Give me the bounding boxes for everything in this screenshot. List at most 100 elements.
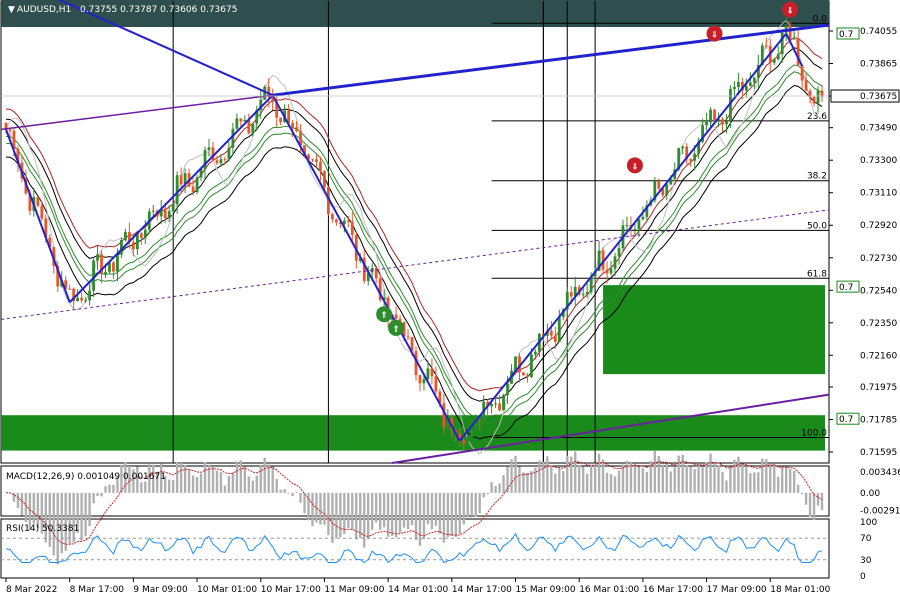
candle-body (207, 147, 211, 151)
rsi-line (5, 532, 823, 564)
candle-body (346, 220, 350, 222)
candle-body (744, 86, 748, 91)
price-tick-label: 0.71785 (860, 415, 897, 425)
candle-body (804, 80, 808, 91)
fractal-arrow-glyph: ⇓ (786, 7, 794, 17)
candle-body (545, 330, 549, 336)
candle-body (239, 118, 243, 122)
fib-level-label: 61.8 (807, 269, 827, 279)
top-resistance-band (1, 0, 829, 28)
candle-body (601, 250, 605, 270)
candle-body (398, 318, 402, 322)
candle-body (713, 109, 716, 120)
candle-body (733, 87, 736, 90)
candle-body (255, 109, 259, 124)
candle-body (36, 197, 40, 206)
current-price-box (830, 89, 900, 103)
candle-body (609, 268, 613, 274)
candle-body (776, 54, 780, 60)
candle-body (458, 433, 462, 441)
candle-body (112, 262, 115, 272)
time-tick-label: 8 Mar 17:00 (70, 585, 125, 595)
fractal-arrow-glyph: ⇑ (380, 311, 388, 321)
candle-body (661, 188, 665, 196)
candle-body (729, 89, 732, 122)
fibonacci-layer: 0.0 23.6 38.2 50.0 61.8 100.0 (491, 14, 829, 438)
candle-body (772, 59, 776, 63)
candle-body (625, 225, 629, 227)
macd-layer: 0.003436 0.00 -0.002919 (5, 450, 900, 565)
candle-body (593, 270, 597, 277)
fractal-down-arrow (626, 157, 643, 174)
candle-body (243, 119, 247, 122)
macd-signal-line (5, 460, 823, 545)
price-tick-label: 0.73865 (860, 60, 897, 70)
price-tick-label: 0.72920 (860, 221, 897, 231)
candle-body (191, 186, 195, 193)
rsi-tick-label: 30 (860, 556, 872, 566)
ema-green-2 (5, 71, 823, 426)
candle-body (788, 25, 792, 39)
candle-body (530, 354, 533, 377)
candle-body (617, 248, 621, 257)
candle-body (287, 110, 291, 124)
candle-body (28, 193, 32, 211)
candle-body (613, 256, 617, 269)
fib-level-label: 0.0 (813, 14, 828, 24)
candle-body (410, 337, 414, 352)
symbol-arrow[interactable]: ▼ (8, 5, 15, 15)
candle-body (514, 356, 517, 371)
zigzag-trendline (785, 33, 804, 67)
demand-zone-bottom (1, 415, 825, 451)
fractal-down-arrow (782, 1, 799, 18)
candle-body (327, 187, 330, 215)
fib-level-label: 100.0 (801, 428, 827, 438)
candle-body (693, 153, 697, 161)
candle-body (677, 148, 681, 170)
candle-body (681, 146, 685, 149)
candle-body (581, 294, 585, 296)
candle-body (331, 214, 334, 220)
candle-body (605, 269, 609, 274)
symbol-label: AUDUSD,H1 (17, 5, 71, 15)
zigzag-trendline (271, 94, 461, 442)
candle-body (223, 159, 227, 161)
candle-body (737, 81, 740, 88)
price-tick-label: 0.72160 (860, 351, 897, 361)
price-tick-label: 0.73110 (860, 189, 897, 199)
candle-body (135, 233, 139, 250)
fractal-arrow-glyph: ⇓ (711, 31, 719, 41)
time-tick-label: 16 Mar 01:00 (579, 585, 639, 595)
candle-body (96, 254, 99, 261)
zone-price-tag (836, 412, 860, 425)
candle-body (76, 297, 80, 302)
candle-body (697, 141, 701, 154)
candle-body (4, 122, 8, 130)
candle-body (231, 128, 235, 148)
candle-body (183, 173, 187, 185)
candle-body (474, 419, 478, 430)
trendlines-layer (0, 0, 830, 464)
candle-body (203, 150, 207, 170)
candle-body (350, 221, 354, 235)
candle-body (16, 148, 20, 163)
time-axis: 8 Mar 2022 8 Mar 17:00 9 Mar 09:00 10 Mar 0… (5, 578, 831, 595)
candle-body (705, 122, 708, 126)
candle-body (311, 159, 314, 161)
candle-body (752, 77, 756, 83)
candle-body (108, 262, 111, 272)
time-tick-label: 9 Mar 09:00 (133, 585, 188, 595)
candle-body (394, 314, 398, 319)
time-tick-label: 16 Mar 17:00 (643, 585, 703, 595)
zone-price-label: 0.7 (839, 30, 853, 40)
candle-body (701, 125, 704, 142)
price-tick-label: 0.72730 (860, 254, 897, 264)
candle-body (163, 208, 167, 219)
candle-body (84, 300, 87, 302)
candle-body (227, 147, 231, 160)
candle-body (792, 38, 796, 40)
candle-body (127, 232, 131, 243)
time-tick-label: 18 Mar 01:00 (770, 585, 830, 595)
candle-body (295, 127, 298, 132)
